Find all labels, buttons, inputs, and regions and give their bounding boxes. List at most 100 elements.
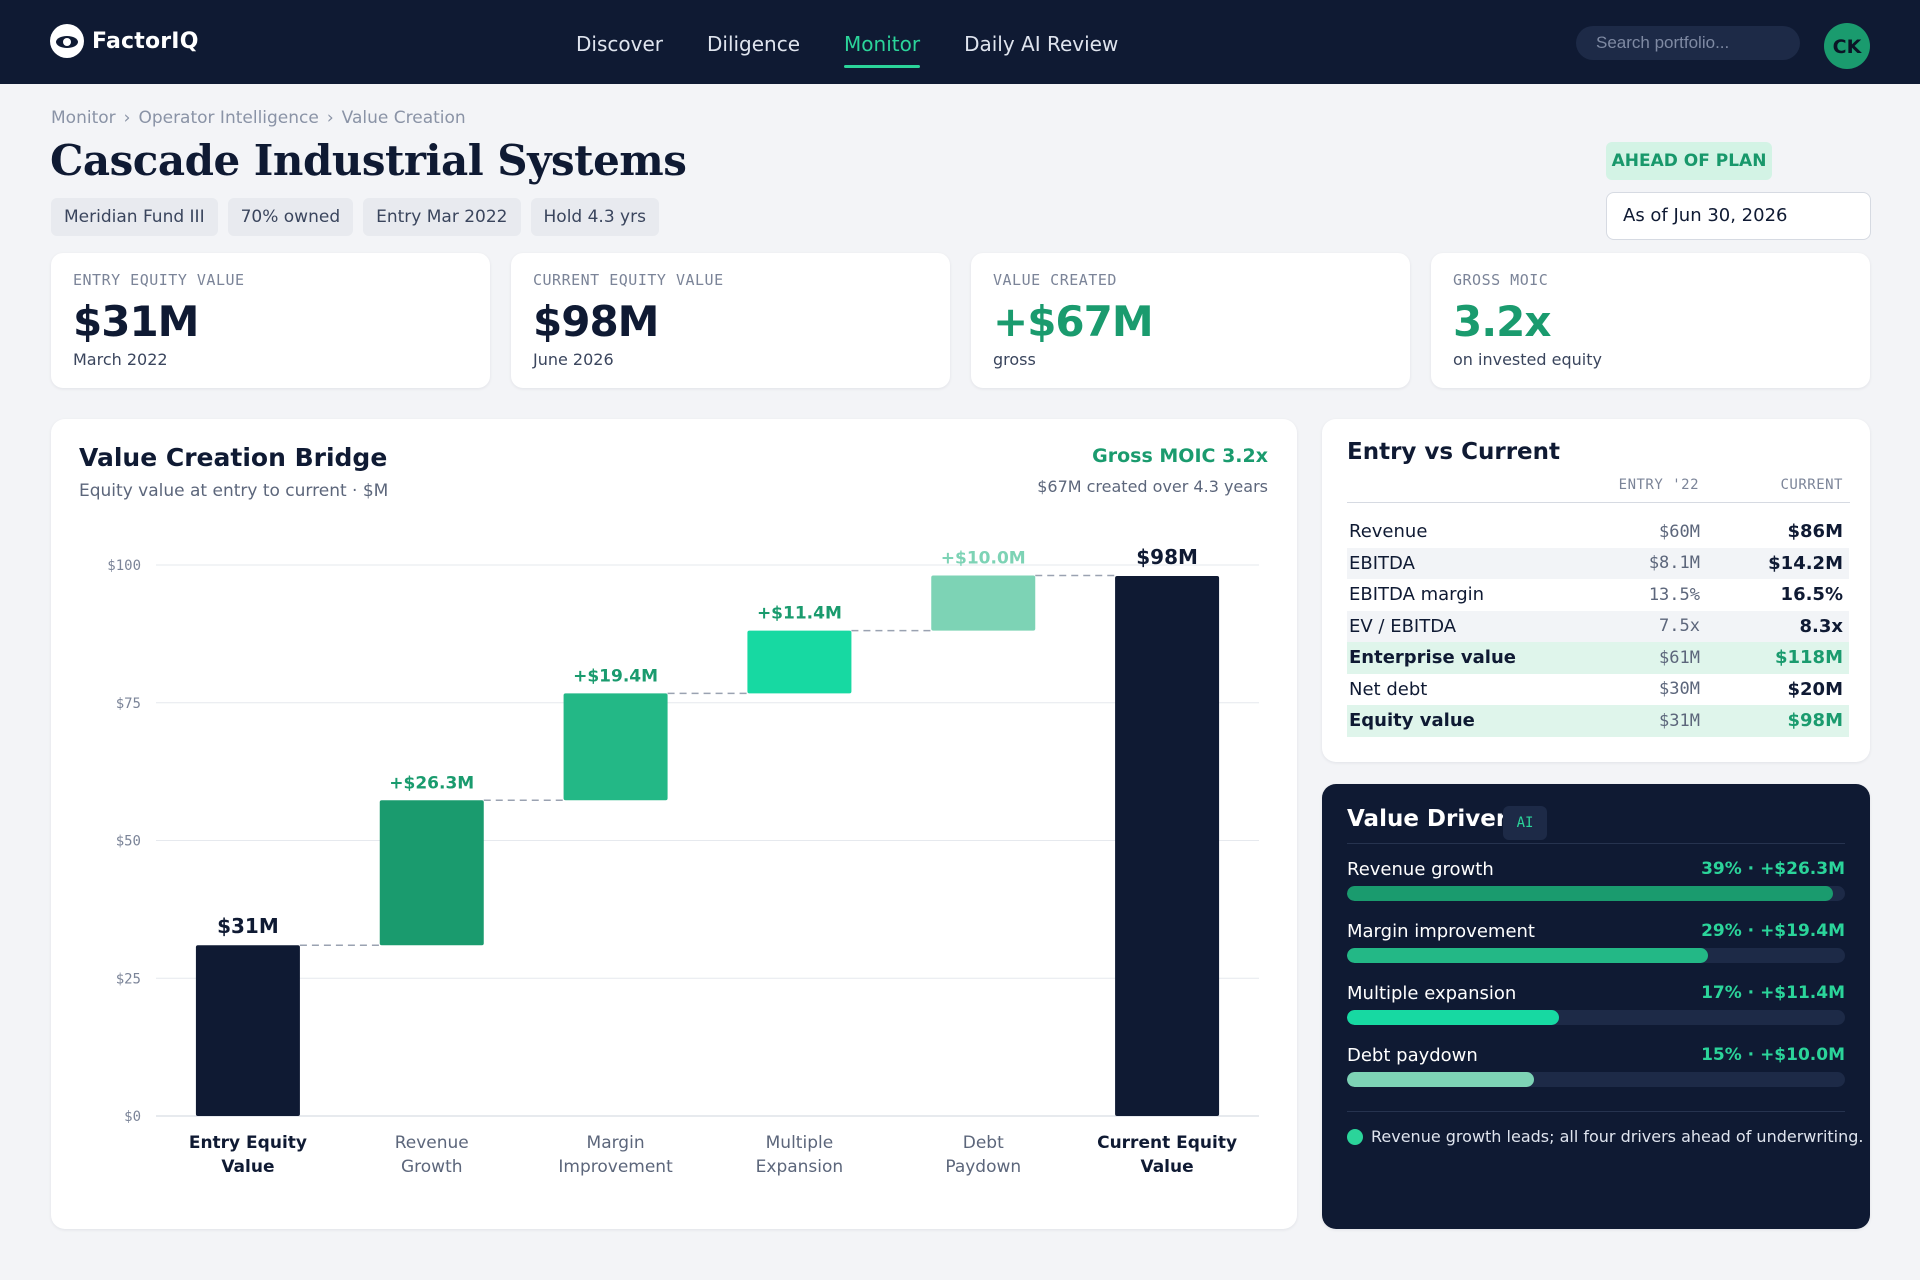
entry-value: 13.5% — [1648, 584, 1700, 605]
divider — [1347, 1111, 1845, 1112]
ai-badge: AI — [1503, 806, 1547, 840]
metric-name: Equity value — [1349, 710, 1475, 732]
tag-fund: Meridian Fund III — [51, 198, 218, 236]
table-row: EBITDA margin 13.5% 16.5% — [1347, 579, 1849, 611]
metric-name: EBITDA margin — [1349, 584, 1485, 606]
driver-label: Margin improvement — [1347, 921, 1535, 942]
driver-value: 29% · +$19.4M — [1701, 921, 1845, 941]
driver-label: Multiple expansion — [1347, 983, 1517, 1004]
tag-ownership: 70% owned — [227, 198, 354, 236]
breadcrumb-operator-intelligence[interactable]: Operator Intelligence — [138, 108, 319, 128]
data-label: +$26.3M — [389, 773, 474, 793]
driver-bar-track — [1347, 948, 1845, 963]
kpi-label: GROSS MOIC — [1453, 271, 1549, 289]
evc-table: Revenue $60M $86M EBITDA $8.1M $14.2M EBITDA… — [1347, 516, 1849, 737]
nav-link-diligence[interactable]: Diligence — [706, 32, 801, 56]
tag-entry-date: Entry Mar 2022 — [363, 198, 521, 236]
driver-margin-improvement: Margin improvement 29% · +$19.4M — [1347, 921, 1845, 971]
y-tick-label: $0 — [124, 1109, 141, 1125]
x-category-label: Current Equity — [1097, 1133, 1237, 1153]
breadcrumb-value-creation: Value Creation — [341, 108, 466, 128]
entry-value: $60M — [1659, 521, 1700, 542]
current-value: $86M — [1787, 521, 1844, 543]
evc-col-entry: ENTRY '22 — [1618, 477, 1699, 493]
divider — [1347, 843, 1845, 844]
x-category-label: Paydown — [945, 1157, 1021, 1177]
driver-label: Revenue growth — [1347, 859, 1494, 880]
entry-value: $31M — [1659, 710, 1700, 731]
entry-value: $30M — [1659, 679, 1700, 700]
driver-bar-track — [1347, 1072, 1845, 1087]
logo[interactable]: FactorIQ — [50, 24, 199, 58]
kpi-value: +$67M — [993, 297, 1154, 346]
x-category-label: Improvement — [558, 1157, 673, 1177]
table-row: Net debt $30M $20M — [1347, 674, 1849, 706]
metric-name: Net debt — [1349, 678, 1428, 700]
kpi-card-value-created: VALUE CREATED +$67M gross — [971, 253, 1410, 388]
x-category-label: Entry Equity — [189, 1133, 307, 1153]
breadcrumb-separator: › — [123, 108, 131, 128]
bar-revenue-growth — [379, 800, 484, 946]
bar-margin-improvement — [563, 693, 668, 801]
divider — [1347, 502, 1850, 503]
entry-value: $61M — [1659, 647, 1700, 668]
metric-name: EV / EBITDA — [1349, 615, 1457, 637]
avatar[interactable]: CK — [1824, 23, 1870, 69]
table-row: EBITDA $8.1M $14.2M — [1347, 547, 1849, 579]
kpi-label: ENTRY EQUITY VALUE — [73, 271, 245, 289]
entry-value: $8.1M — [1648, 553, 1700, 574]
nav-link-discover[interactable]: Discover — [576, 32, 663, 56]
y-tick-label: $25 — [116, 971, 141, 987]
table-row: EV / EBITDA 7.5x 8.3x — [1347, 610, 1849, 642]
as-of-date-selector[interactable]: As of Jun 30, 2026 — [1606, 192, 1871, 240]
company-tags: Meridian Fund III 70% owned Entry Mar 20… — [51, 198, 659, 236]
x-category-label: Value — [1140, 1157, 1193, 1177]
driver-label: Debt paydown — [1347, 1045, 1478, 1066]
bar-entry-equity-value — [195, 945, 300, 1116]
current-value: $14.2M — [1768, 552, 1843, 574]
logo-eye-icon — [50, 24, 84, 58]
kpi-sub: March 2022 — [73, 350, 168, 369]
status-dot-icon — [1347, 1128, 1363, 1145]
page-title: Cascade Industrial Systems — [50, 136, 687, 185]
data-label: +$19.4M — [573, 666, 658, 686]
kpi-label: CURRENT EQUITY VALUE — [533, 271, 724, 289]
value-creation-bridge-panel: $0 $25 $50 $75 $100 $31M Entry Equity Value +$26… — [51, 419, 1297, 1229]
kpi-card-current-equity: CURRENT EQUITY VALUE $98M June 2026 — [511, 253, 950, 388]
driver-bar-fill — [1347, 886, 1833, 901]
nav-link-daily-ai-review[interactable]: Daily AI Review — [964, 32, 1119, 56]
nav-links: Discover Diligence Monitor Daily AI Revi… — [576, 0, 1162, 84]
evc-title: Entry vs Current — [1347, 439, 1561, 465]
metric-name: Revenue — [1349, 521, 1428, 543]
entry-value: 7.5x — [1659, 616, 1700, 637]
kpi-sub: gross — [993, 350, 1036, 369]
driver-bar-fill — [1347, 1072, 1534, 1087]
table-row: Revenue $60M $86M — [1347, 516, 1849, 548]
x-category-label: Growth — [401, 1157, 463, 1177]
data-label: $98M — [1136, 545, 1198, 569]
bar-multiple-expansion — [747, 630, 852, 694]
waterfall-chart: $0 $25 $50 $75 $100 $31M Entry Equity Value +$26… — [107, 545, 1259, 1177]
y-tick-label: $50 — [116, 834, 141, 850]
driver-bar-track — [1347, 886, 1845, 901]
drivers-note: Revenue growth leads; all four drivers a… — [1371, 1127, 1864, 1146]
brand-name: FactorIQ — [92, 28, 199, 54]
table-row: Enterprise value $61M $118M — [1347, 642, 1849, 674]
driver-debt-paydown: Debt paydown 15% · +$10.0M — [1347, 1045, 1845, 1095]
current-value: $118M — [1774, 647, 1843, 669]
nav-link-monitor[interactable]: Monitor — [844, 0, 921, 84]
metric-name: EBITDA — [1349, 552, 1415, 574]
breadcrumb-monitor[interactable]: Monitor — [51, 108, 116, 128]
table-row: Equity value $31M $98M — [1347, 705, 1849, 737]
kpi-value: 3.2x — [1453, 297, 1552, 346]
x-category-label: Value — [221, 1157, 274, 1177]
driver-value: 17% · +$11.4M — [1701, 983, 1845, 1003]
kpi-card-entry-equity: ENTRY EQUITY VALUE $31M March 2022 — [51, 253, 490, 388]
driver-value: 39% · +$26.3M — [1701, 859, 1845, 879]
kpi-value: $98M — [533, 297, 659, 346]
top-nav: FactorIQ Discover Diligence Monitor Dail… — [0, 0, 1920, 84]
kpi-sub: on invested equity — [1453, 350, 1602, 369]
search-input[interactable] — [1576, 26, 1800, 60]
data-label: +$11.4M — [757, 604, 842, 624]
bridge-subtitle: Equity value at entry to current · $M — [79, 481, 389, 501]
